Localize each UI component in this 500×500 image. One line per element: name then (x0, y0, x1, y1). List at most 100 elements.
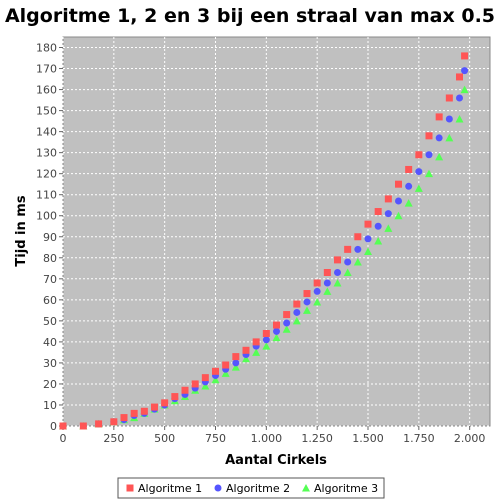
data-point (212, 367, 219, 375)
data-point (323, 287, 332, 295)
legend-box (117, 477, 385, 499)
data-point (303, 290, 311, 298)
data-point (425, 151, 433, 159)
data-point (395, 197, 402, 205)
legend-marker (302, 484, 310, 492)
chart-title: Algoritme 1, 2 en 3 bij een straal van m… (5, 5, 495, 27)
data-point (151, 403, 158, 411)
data-point (313, 279, 321, 287)
data-point (354, 233, 362, 241)
data-point (425, 132, 433, 140)
data-point (130, 409, 138, 417)
data-point (232, 353, 240, 361)
data-point (222, 361, 230, 369)
data-point (95, 420, 103, 428)
data-point (445, 94, 453, 102)
data-point (414, 184, 423, 192)
data-points (59, 52, 469, 430)
data-point (283, 311, 291, 319)
data-point (384, 210, 392, 218)
data-point (384, 224, 393, 232)
data-point (313, 297, 322, 306)
y-tick-label: 80 (43, 252, 57, 265)
data-point (242, 354, 250, 363)
y-tick-label: 170 (36, 63, 57, 76)
data-point (262, 329, 270, 337)
data-point (140, 407, 148, 415)
data-point (181, 386, 189, 394)
y-tick-label: 0 (50, 420, 57, 433)
legend-item: Algoritme 1 (126, 482, 202, 495)
series-1 (59, 52, 469, 430)
data-point (59, 422, 67, 430)
data-point (201, 382, 210, 390)
data-point (405, 182, 413, 190)
data-point (313, 287, 321, 295)
data-point (364, 235, 372, 243)
data-point (201, 374, 209, 382)
data-point (364, 220, 372, 228)
data-point (353, 257, 362, 266)
legend-item: Algoritme 3 (302, 482, 378, 495)
y-tick-label: 120 (36, 168, 57, 181)
data-point (303, 306, 311, 314)
y-tick-label: 60 (43, 294, 57, 307)
data-point (120, 414, 128, 422)
y-axis: 0 10 20 30 40 50 60 70 80 90 100 110 120 130 140 150 160… (36, 42, 63, 433)
y-tick-label: 50 (43, 315, 57, 328)
data-point (273, 321, 280, 329)
data-point (262, 336, 270, 344)
x-tick-label: 250 (103, 432, 124, 445)
data-point (415, 151, 423, 159)
data-point (272, 333, 281, 342)
data-point (374, 208, 382, 216)
data-point (445, 133, 454, 142)
x-axis: 0 250 500 750 1.000 1.250 1.500 1.750 2.000 (60, 426, 486, 445)
data-point (384, 195, 392, 203)
data-point (394, 211, 403, 220)
data-point (425, 169, 433, 178)
data-point (461, 52, 469, 60)
legend-item: Algoritme 2 (214, 482, 290, 495)
y-tick-label: 30 (43, 357, 57, 370)
data-point (252, 348, 261, 356)
data-point (334, 269, 341, 277)
data-point (456, 94, 463, 102)
x-tick-label: 500 (154, 432, 175, 445)
data-point (262, 342, 271, 350)
data-point (364, 247, 372, 255)
y-tick-label: 140 (36, 126, 57, 139)
data-point (461, 67, 469, 75)
data-point (354, 245, 362, 253)
x-tick-label: 1.500 (352, 432, 384, 445)
x-tick-label: 1.250 (301, 432, 333, 445)
data-point (333, 279, 342, 287)
x-tick-label: 750 (205, 432, 226, 445)
data-point (161, 399, 169, 407)
grid (62, 37, 490, 427)
data-point (344, 245, 352, 253)
y-tick-label: 10 (43, 399, 57, 412)
y-tick-label: 110 (36, 189, 57, 202)
data-point (231, 363, 240, 371)
data-point (303, 298, 311, 306)
legend-label: Algoritme 2 (226, 482, 290, 495)
y-tick-label: 180 (36, 42, 57, 55)
data-point (343, 268, 352, 277)
y-tick-label: 150 (36, 105, 57, 118)
x-tick-label: 2.000 (454, 432, 486, 445)
legend: Algoritme 1 Algoritme 2 Algoritme 3 (117, 477, 385, 499)
x-tick-label: 0 (60, 432, 67, 445)
x-axis-label: Aantal Cirkels (225, 453, 327, 468)
data-point (344, 258, 352, 266)
data-point (456, 73, 463, 81)
data-point (334, 256, 341, 264)
data-point (292, 316, 301, 325)
y-tick-label: 20 (43, 378, 57, 391)
data-point (460, 85, 469, 94)
data-point (323, 279, 331, 287)
data-point (252, 338, 260, 346)
y-tick-label: 90 (43, 231, 57, 244)
data-point (293, 300, 301, 308)
